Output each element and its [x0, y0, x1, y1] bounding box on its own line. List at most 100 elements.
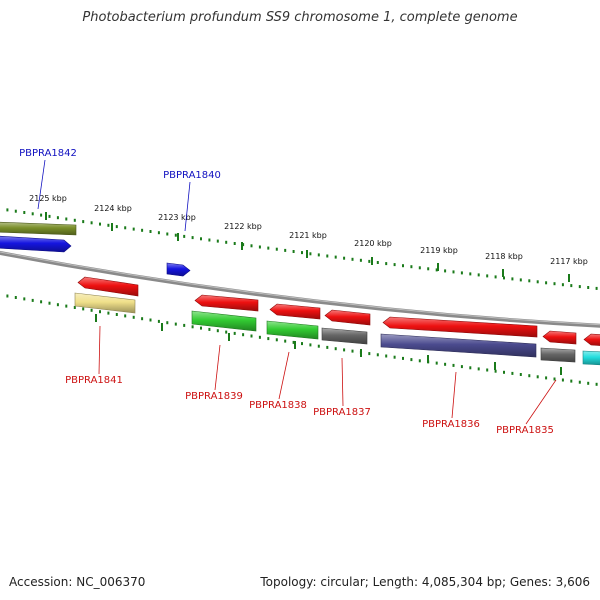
- lower-tick-dot: [553, 377, 556, 381]
- gene-PBPRA1839[interactable]: [191, 310, 257, 332]
- upper-tick-dot: [486, 274, 489, 278]
- lower-tick-dot: [99, 310, 101, 314]
- lower-tick-dot: [31, 298, 34, 302]
- upper-tick-dot: [309, 252, 312, 256]
- upper-tick-dot: [494, 275, 497, 279]
- upper-tick-dot: [595, 286, 598, 290]
- upper-tick-dot: [570, 284, 573, 288]
- lower-tick-dot: [216, 329, 219, 333]
- gene-edge-red[interactable]: [583, 333, 600, 346]
- upper-tick-dot: [14, 209, 17, 213]
- upper-tick-dot: [183, 234, 186, 238]
- gene-PBPRA1841-red[interactable]: [77, 276, 139, 297]
- lower-tick-dot: [233, 331, 236, 335]
- gene-PBPRA1836-red[interactable]: [382, 316, 538, 338]
- gene-label-PBPRA1836[interactable]: PBPRA1836: [422, 419, 480, 430]
- lower-tick-dot: [519, 373, 522, 376]
- callout-line-PBPRA1838: [278, 351, 290, 400]
- lower-tick-dot: [460, 365, 463, 369]
- upper-tick-dot: [132, 227, 135, 231]
- lower-tick-dot: [486, 368, 489, 372]
- callout-line-PBPRA1836: [451, 371, 457, 419]
- lower-tick-dot: [149, 318, 152, 322]
- upper-tick-dot: [519, 278, 522, 282]
- gene-PBPRA1841[interactable]: [74, 292, 136, 314]
- lower-tick-dot: [48, 301, 51, 305]
- upper-tick-dot: [376, 261, 379, 264]
- lower-tick-dot: [14, 296, 17, 299]
- gene-PBPRA1837[interactable]: [321, 327, 368, 345]
- lower-tick-dot: [115, 313, 118, 316]
- lower-tick-dot: [301, 342, 303, 346]
- lower-tick-dot: [275, 338, 278, 342]
- lower-tick-dot: [309, 343, 312, 347]
- scale-major-tick: [560, 367, 562, 375]
- scale-label: 2119 kbp: [420, 246, 458, 255]
- upper-tick-dot: [141, 228, 144, 232]
- upper-tick-dot: [73, 218, 76, 222]
- gene-label-PBPRA1837[interactable]: PBPRA1837: [313, 407, 371, 418]
- gene-label-PBPRA1835[interactable]: PBPRA1835: [496, 425, 554, 436]
- lower-tick-dot: [317, 344, 320, 348]
- upper-tick-dot: [410, 265, 413, 269]
- gene-PBPRA1837-red[interactable]: [324, 309, 371, 326]
- lower-tick-dot: [528, 374, 531, 378]
- gene-label-PBPRA1842[interactable]: PBPRA1842: [19, 148, 77, 159]
- upper-tick-dot: [191, 236, 194, 240]
- upper-tick-dot: [317, 253, 320, 257]
- gene-olive-upper[interactable]: [0, 221, 77, 236]
- gene-PBPRA1838[interactable]: [266, 320, 319, 340]
- gene-PBPRA1835-red[interactable]: [542, 330, 577, 345]
- lower-tick-dot: [494, 369, 497, 373]
- upper-tick-dot: [469, 272, 472, 276]
- upper-tick-dot: [233, 242, 236, 245]
- callout-line-PBPRA1837: [341, 357, 344, 407]
- scale-major-tick: [437, 263, 439, 271]
- upper-tick-dot: [452, 270, 455, 274]
- lower-tick-dot: [511, 371, 514, 375]
- gene-PBPRA1840[interactable]: [166, 262, 191, 277]
- gene-edge-cyan[interactable]: [582, 350, 600, 366]
- lower-tick-dot: [225, 330, 228, 334]
- lower-tick-dot: [157, 319, 160, 323]
- scale-label: 2122 kbp: [224, 222, 262, 231]
- scale-major-tick: [494, 362, 496, 370]
- callout-line-PBPRA1842: [37, 159, 46, 210]
- upper-tick-dot: [301, 251, 303, 255]
- lower-tick-dot: [410, 358, 413, 362]
- lower-tick-dot: [82, 307, 85, 311]
- upper-tick-dot: [99, 222, 101, 226]
- gene-label-PBPRA1840[interactable]: PBPRA1840: [163, 170, 221, 181]
- scale-major-tick: [568, 274, 570, 282]
- gene-PBPRA1838-red[interactable]: [269, 303, 321, 320]
- gene-label-PBPRA1839[interactable]: PBPRA1839: [185, 391, 243, 402]
- upper-tick-dot: [561, 283, 564, 287]
- gene-PBPRA1842[interactable]: [0, 235, 72, 253]
- gene-PBPRA1836[interactable]: [380, 333, 537, 358]
- lower-tick-dot: [40, 300, 43, 304]
- gene-label-PBPRA1838[interactable]: PBPRA1838: [249, 400, 307, 411]
- lower-tick-dot: [208, 327, 211, 331]
- upper-tick-dot: [242, 243, 245, 247]
- upper-tick-dot: [6, 208, 9, 212]
- genome-stats-text: Topology: circular; Length: 4,085,304 bp…: [260, 575, 590, 589]
- lower-tick-dot: [393, 355, 396, 359]
- lower-tick-dot: [90, 308, 93, 312]
- gene-PBPRA1839-red[interactable]: [194, 294, 259, 312]
- lower-tick-dot: [570, 379, 573, 383]
- upper-tick-dot: [258, 245, 261, 249]
- upper-tick-dot: [23, 211, 26, 214]
- lower-tick-dot: [124, 314, 127, 318]
- accession-text: Accession: NC_006370: [9, 575, 146, 589]
- scale-major-tick: [161, 323, 163, 331]
- scale-label: 2120 kbp: [354, 239, 392, 248]
- lower-tick-dot: [6, 294, 9, 298]
- upper-tick-dot: [65, 217, 68, 221]
- callout-line-PBPRA1841: [98, 325, 101, 375]
- chromosome-backbone: [0, 250, 600, 328]
- gene-PBPRA1835[interactable]: [540, 347, 576, 363]
- lower-tick-dot: [503, 370, 505, 374]
- lower-tick-dot: [258, 335, 261, 339]
- gene-label-PBPRA1841[interactable]: PBPRA1841: [65, 375, 123, 386]
